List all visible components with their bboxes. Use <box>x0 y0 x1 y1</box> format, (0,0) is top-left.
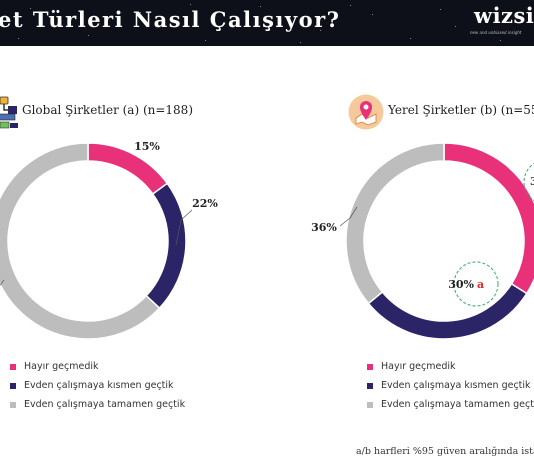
header-star <box>320 30 321 31</box>
factory-robot-icon <box>0 96 18 129</box>
header-star <box>88 35 89 36</box>
legend-label: Hayır geçmedik <box>24 361 99 372</box>
page-title: et Türleri Nasıl Çalışıyor? <box>0 7 341 32</box>
leader-line-global-1 <box>175 209 193 246</box>
legend-item: Hayır geçmedik <box>10 357 185 376</box>
leader-line-local-2 <box>339 206 358 227</box>
logo-tagline: new and unbiased insight <box>470 30 522 35</box>
legend-swatch-navy <box>367 382 373 389</box>
map-pin-icon <box>348 94 384 130</box>
header-star <box>350 5 351 6</box>
legend-label: Evden çalışmaya kısmen geçtik <box>24 380 174 391</box>
header-star <box>260 6 261 7</box>
legend-swatch-gray <box>367 401 373 408</box>
data-label-global-1: 22% <box>192 197 218 210</box>
chart-title-global: Global Şirketler (a) (n=188) <box>22 103 193 117</box>
legend-swatch-gray <box>10 401 16 408</box>
legend-label: Evden çalışmaya tamamen geçtik <box>24 399 186 410</box>
footnote: a/b harfleri %95 güven aralığında istati… <box>356 446 534 457</box>
data-label-local-2: 36% <box>311 221 337 234</box>
legend-label: Evden çalışmaya kısmen geçtik <box>381 380 531 391</box>
legend-item: Evden çalışmaya tamamen geçtik <box>10 395 185 414</box>
legend-swatch-navy <box>10 382 16 389</box>
legend-label: Evden çalışmaya tamamen geçtik <box>381 399 534 410</box>
header-star <box>300 42 301 43</box>
header-star <box>410 38 411 39</box>
donut-slice-global-2 <box>0 142 161 340</box>
donut-slice-local-0 <box>443 142 534 295</box>
legend-swatch-pink <box>10 363 16 370</box>
data-label-global-0: 15% <box>134 140 160 153</box>
legend-global: Hayır geçmedik Evden çalışmaya kısmen ge… <box>10 357 185 414</box>
donut-slice-global-1 <box>145 182 187 310</box>
significance-letter: a <box>477 278 484 291</box>
header-bar: et Türleri Nasıl Çalışıyor? wizsi new an… <box>0 0 534 46</box>
data-label-local-1: 30% <box>448 278 474 291</box>
header-star <box>190 4 191 5</box>
legend-item: Hayır geçmedik <box>367 357 534 376</box>
header-star <box>30 8 31 9</box>
leader-line-global-2 <box>0 279 5 286</box>
legend-item: Evden çalışmaya kısmen geçtik <box>10 376 185 395</box>
wizsight-logo: wizsi <box>474 3 534 28</box>
header-star <box>372 14 373 15</box>
header-star <box>455 26 456 27</box>
donut-slice-local-1 <box>367 282 528 340</box>
header-star <box>18 38 19 39</box>
data-label-local-0: 3 <box>530 175 534 188</box>
legend-local: Hayır geçmedik Evden çalışmaya kısmen ge… <box>367 357 534 414</box>
donut-slice-local-2 <box>345 142 445 305</box>
header-star <box>500 40 501 41</box>
legend-label: Hayır geçmedik <box>381 361 456 372</box>
header-star <box>140 12 141 13</box>
significance-circle <box>453 261 499 307</box>
chart-title-local: Yerel Şirketler (b) (n=552) <box>388 103 534 117</box>
header-star <box>205 40 206 41</box>
legend-item: Evden çalışmaya tamamen geçtik <box>367 395 534 414</box>
legend-swatch-pink <box>367 363 373 370</box>
header-star <box>440 9 441 10</box>
legend-item: Evden çalışmaya kısmen geçtik <box>367 376 534 395</box>
